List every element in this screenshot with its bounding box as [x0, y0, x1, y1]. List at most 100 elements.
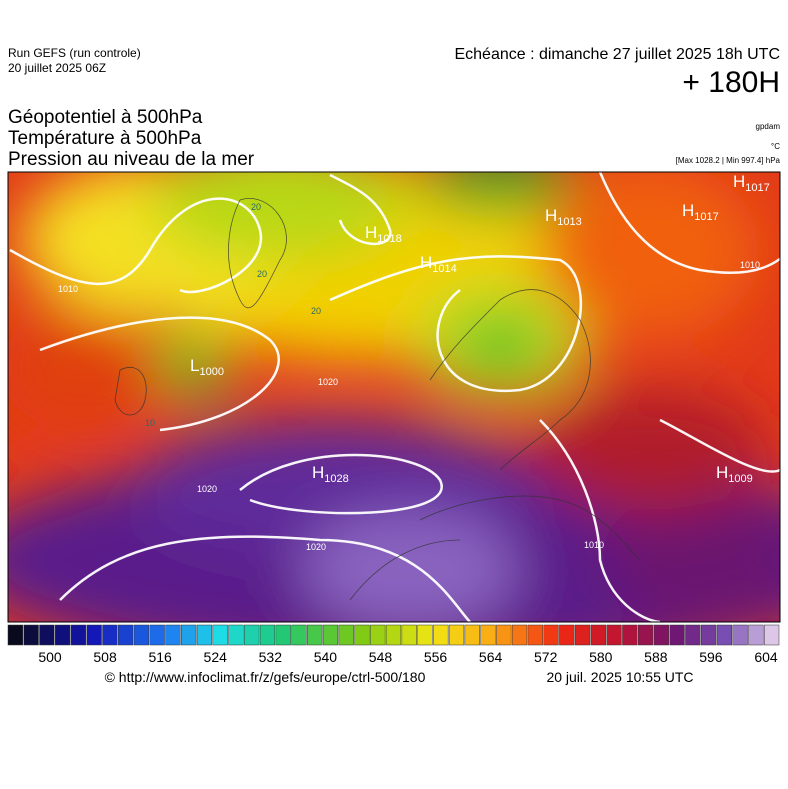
- colorbar-swatch: [496, 624, 512, 646]
- temperature-label: 10: [145, 418, 155, 428]
- colorbar-swatch: [716, 624, 732, 646]
- colorbar-swatch: [322, 624, 339, 646]
- colorbar-swatch: [748, 624, 764, 646]
- colorbar-swatch: [354, 624, 370, 646]
- pressure-center: H1013: [545, 206, 582, 228]
- colorbar-swatch: [685, 624, 701, 646]
- colorbar-swatch: [606, 624, 622, 646]
- field-3: Pression au niveau de la mer: [8, 149, 255, 170]
- colorbar-swatch: [39, 624, 55, 646]
- isobar-label: 1010: [740, 260, 760, 270]
- colorbar-swatch: [385, 624, 402, 646]
- center-value: 1013: [557, 216, 581, 228]
- colorbar-swatch: [133, 624, 150, 646]
- colorbar-swatch: [165, 624, 181, 646]
- colorbar-swatch: [622, 624, 638, 646]
- colorbar-swatch: [86, 624, 102, 646]
- colorbar-swatch: [401, 624, 417, 646]
- pressure-center: H1017: [682, 201, 719, 223]
- colorbar-tick-label: 580: [589, 649, 613, 665]
- colorbar-swatch: [370, 624, 386, 646]
- colorbar-swatch: [669, 624, 685, 646]
- temperature-label: 20: [311, 306, 321, 316]
- colorbar-tick-label: 524: [204, 649, 228, 665]
- colorbar-swatch: [228, 624, 244, 646]
- colorbar-swatch: [291, 624, 307, 646]
- colorbar-tick-label: 588: [644, 649, 668, 665]
- pressure-center: H1018: [365, 223, 402, 245]
- colorbar-swatch: [527, 624, 543, 646]
- isobar-label: 1020: [197, 484, 217, 494]
- colorbar-swatch: [480, 624, 496, 646]
- colorbar-swatch: [653, 624, 669, 646]
- field-2: Température à 500hPa: [8, 128, 202, 149]
- center-letter: H: [420, 253, 432, 272]
- colorbar-swatch: [307, 624, 323, 646]
- colorbar-swatch: [55, 624, 71, 646]
- unit-3: [Max 1028.2 | Min 997.4] hPa: [675, 156, 780, 165]
- center-letter: H: [312, 463, 324, 482]
- colorbar-tick-label: 516: [148, 649, 172, 665]
- center-value: 1000: [199, 366, 223, 378]
- colorbar-swatch: [196, 624, 213, 646]
- colorbar-swatch: [70, 624, 87, 646]
- center-letter: H: [365, 223, 377, 242]
- colorbar-swatch: [511, 624, 528, 646]
- colorbar-swatch: [637, 624, 654, 646]
- colorbar-swatch: [448, 624, 465, 646]
- colorbar-tick-label: 604: [754, 649, 778, 665]
- unit-1: gpdam: [755, 122, 780, 131]
- colorbar-swatch: [559, 624, 575, 646]
- temperature-label: 20: [257, 269, 267, 279]
- colorbar-swatch: [118, 624, 134, 646]
- footer-time: 20 juil. 2025 10:55 UTC: [546, 669, 693, 685]
- center-value: 1017: [694, 211, 718, 223]
- colorbar-swatch: [259, 624, 276, 646]
- center-letter: H: [682, 201, 694, 220]
- colorbar-swatch: [181, 624, 197, 646]
- pressure-center: H1009: [716, 463, 753, 485]
- run-label: Run GEFS (run controle): [8, 46, 141, 60]
- colorbar-tick-label: 596: [699, 649, 723, 665]
- center-letter: H: [545, 206, 557, 225]
- pressure-center: H1014: [420, 253, 457, 275]
- colorbar-tick-label: 572: [534, 649, 558, 665]
- center-value: 1028: [324, 473, 348, 485]
- map-field: [8, 172, 780, 622]
- center-value: 1018: [377, 233, 401, 245]
- center-value: 1009: [728, 473, 752, 485]
- pressure-center: H1028: [312, 463, 349, 485]
- colorbar-swatch: [102, 624, 118, 646]
- echeance: Echéance : dimanche 27 juillet 2025 18h …: [454, 46, 780, 63]
- isobar-label: 1020: [318, 377, 338, 387]
- colorbar-tick-label: 540: [314, 649, 338, 665]
- colorbar-swatch: [464, 624, 480, 646]
- colorbar-swatch: [417, 624, 433, 646]
- isobar-label: 1010: [584, 540, 604, 550]
- colorbar-tick-label: 564: [479, 649, 503, 665]
- colorbar-swatch: [338, 624, 354, 646]
- colorbar-swatch: [149, 624, 165, 646]
- colorbar-swatch: [23, 624, 39, 646]
- temperature-label: 20: [251, 202, 261, 212]
- colorbar-swatch: [543, 624, 559, 646]
- colorbar-tick-label: 556: [424, 649, 448, 665]
- colorbar-swatch: [574, 624, 591, 646]
- center-letter: H: [716, 463, 728, 482]
- colorbar-tick-label: 532: [259, 649, 283, 665]
- colorbar-swatch: [732, 624, 748, 646]
- lead-time: + 180H: [682, 66, 780, 99]
- footer-url: © http://www.infoclimat.fr/z/gefs/europe…: [105, 669, 426, 685]
- isobar-label: 1010: [58, 284, 78, 294]
- colorbar-swatch: [433, 624, 449, 646]
- colorbar-swatch: [244, 624, 260, 646]
- field-1: Géopotentiel à 500hPa: [8, 107, 203, 128]
- colorbar-swatch: [7, 624, 24, 646]
- center-letter: H: [733, 172, 745, 191]
- isobar-label: 1020: [306, 542, 326, 552]
- unit-2: °C: [771, 142, 780, 151]
- colorbar-swatch: [700, 624, 717, 646]
- run-date: 20 juillet 2025 06Z: [8, 61, 107, 75]
